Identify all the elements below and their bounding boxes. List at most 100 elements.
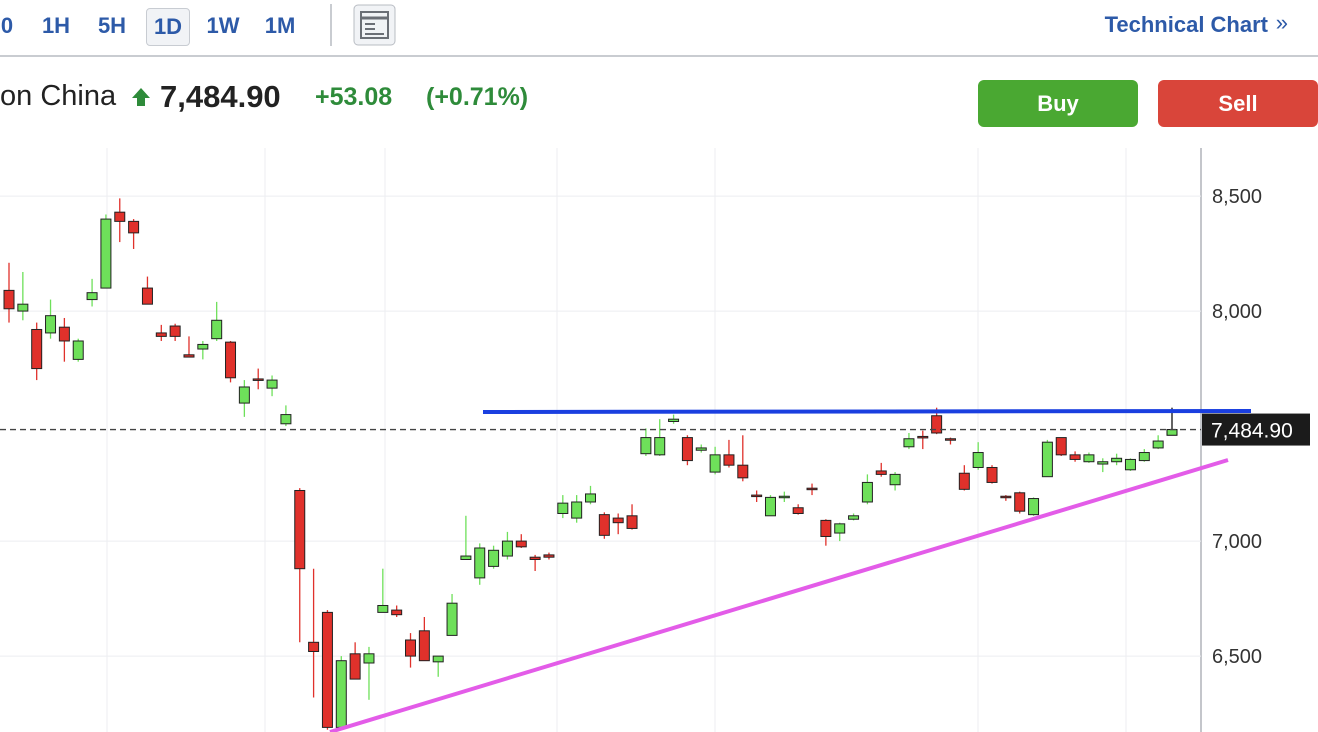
timeframe-tab[interactable]: 1H xyxy=(41,13,71,38)
candle-body xyxy=(17,303,29,312)
candle-body xyxy=(169,325,181,337)
y-tick-label: 7,000 xyxy=(1212,531,1262,553)
candle-body xyxy=(501,540,513,557)
candle-body xyxy=(86,292,98,301)
candle-body xyxy=(321,611,333,728)
technical-chart-link[interactable]: Technical Chart xyxy=(1104,12,1268,37)
buy-button[interactable]: Buy xyxy=(978,80,1138,127)
last-price-label: 7,484.90 xyxy=(1211,420,1293,443)
candle-body xyxy=(155,332,167,337)
candle-body xyxy=(45,315,57,334)
resistance-line xyxy=(482,409,1252,414)
up-arrow xyxy=(132,88,150,106)
candle-body xyxy=(820,519,832,537)
candle-body xyxy=(723,454,735,466)
candle-body xyxy=(335,660,347,728)
candle-body xyxy=(875,470,887,475)
sell-button[interactable]: Sell xyxy=(1158,80,1318,127)
candle-body xyxy=(889,473,901,486)
candle-body xyxy=(308,641,320,652)
candle-body xyxy=(557,502,569,514)
candle-body xyxy=(986,466,998,483)
candle-body xyxy=(211,319,223,340)
candle-body xyxy=(58,326,70,342)
candle-body xyxy=(349,653,361,680)
candle-body xyxy=(751,494,763,498)
candle-body xyxy=(252,378,264,381)
candle-body xyxy=(1041,441,1053,478)
candle-body xyxy=(294,489,306,570)
last-price-box xyxy=(1202,413,1310,446)
y-tick-label: 8,500 xyxy=(1212,186,1262,208)
candle-body xyxy=(1152,440,1164,449)
candle-body xyxy=(363,653,375,664)
candle-body xyxy=(238,386,250,404)
candle-body xyxy=(183,354,195,358)
candle-body xyxy=(764,496,776,517)
candle-body xyxy=(488,549,500,567)
candle-body xyxy=(1138,452,1150,462)
candle-body xyxy=(903,438,915,448)
timeframe-tab[interactable]: 1W xyxy=(206,13,240,38)
change: +53.08 xyxy=(315,83,393,111)
chevron: » xyxy=(1275,10,1288,35)
candle-body xyxy=(515,540,527,548)
candle-body xyxy=(114,211,126,222)
candle-body xyxy=(571,501,583,519)
candle-body xyxy=(418,630,430,662)
candle-body xyxy=(100,218,112,289)
candle-body xyxy=(958,472,970,490)
axis-labels: 6,500 7,000 8,000 8,500 7,484.90 xyxy=(1202,186,1310,668)
layout-icon[interactable] xyxy=(353,4,397,46)
y-tick-label: 6,500 xyxy=(1212,646,1262,668)
candle-body xyxy=(806,487,818,491)
candle-body xyxy=(861,481,873,503)
instrument-name: on China xyxy=(0,80,117,112)
candle-body xyxy=(128,220,140,234)
candle-body xyxy=(778,495,790,499)
candle-body xyxy=(460,555,472,560)
candle-body xyxy=(141,287,153,305)
candle-body xyxy=(197,343,209,350)
candle-body xyxy=(1014,492,1026,512)
candle-body xyxy=(792,507,804,514)
candle-body xyxy=(944,438,956,441)
candle-body xyxy=(31,328,43,370)
candle-body xyxy=(598,514,610,536)
candle-body xyxy=(3,289,15,310)
candle-body xyxy=(72,340,84,360)
timeframe-tab[interactable]: 5H xyxy=(97,13,127,38)
price: 7,484.90 xyxy=(160,79,281,114)
candle-body xyxy=(737,464,749,479)
candle-body xyxy=(626,515,638,529)
candle-body xyxy=(612,517,624,524)
candle-body xyxy=(709,454,721,473)
candle-body xyxy=(1000,495,1012,499)
timeframe-tab[interactable]: 1M xyxy=(264,13,296,38)
candle-body xyxy=(585,493,596,503)
candle-body xyxy=(225,341,237,379)
candle-body xyxy=(391,609,403,616)
candle-body xyxy=(1111,457,1123,463)
support-line xyxy=(329,458,1229,732)
candle-body xyxy=(1055,437,1067,456)
candle-body xyxy=(446,602,458,636)
candle-body xyxy=(377,604,389,613)
candle-body xyxy=(266,379,278,389)
candle-body xyxy=(681,437,693,462)
vertical-grid xyxy=(106,148,1127,732)
y-tick-label: 8,000 xyxy=(1212,301,1262,323)
timeframe-tab[interactable]: 0 xyxy=(0,13,14,38)
candle-body xyxy=(834,523,846,534)
timeframe-tab-selected[interactable]: 1D xyxy=(146,8,190,46)
candle-body xyxy=(1083,454,1095,463)
candle-body xyxy=(1097,461,1109,465)
candle-body xyxy=(1166,429,1178,436)
grid xyxy=(0,195,1201,657)
candle-body xyxy=(280,414,292,425)
candle-body xyxy=(405,639,417,657)
candle-body xyxy=(848,515,860,520)
candle-body xyxy=(695,447,707,451)
candle-body xyxy=(640,437,652,455)
